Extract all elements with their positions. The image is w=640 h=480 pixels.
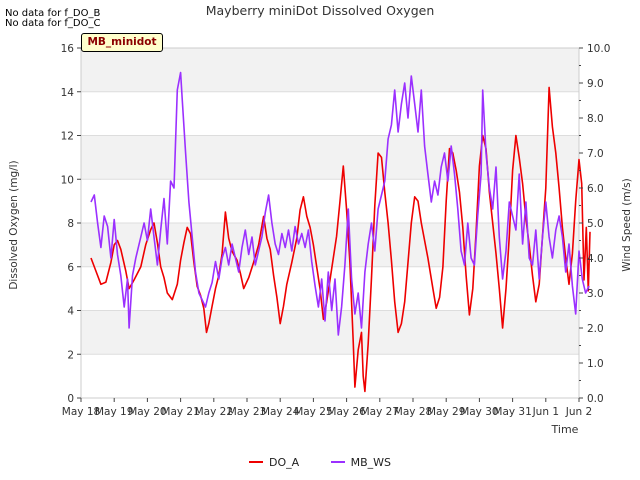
y-tick-label: 8 bbox=[67, 218, 74, 230]
y2-tick-label: 1.0 bbox=[587, 358, 604, 370]
y-tick-label: 0 bbox=[67, 393, 74, 405]
y-tick-label: 6 bbox=[67, 262, 74, 274]
series-line-do-a bbox=[90, 86, 591, 393]
x-tick-label: May 28 bbox=[394, 406, 432, 418]
y2-tick-label: 9.0 bbox=[587, 78, 604, 90]
plot-band bbox=[81, 310, 579, 355]
x-tick-label: May 31 bbox=[493, 406, 531, 418]
y2-tick-label: 7.0 bbox=[587, 148, 604, 160]
y2-tick-label: 0.0 bbox=[587, 393, 604, 405]
legend: DO_A MB_WS bbox=[0, 453, 640, 469]
legend-label-do-a: DO_A bbox=[268, 455, 300, 469]
y-tick-label: 16 bbox=[61, 43, 75, 55]
y2-tick-label: 3.0 bbox=[587, 288, 604, 300]
y-tick-label: 14 bbox=[61, 87, 75, 99]
x-tick-label: May 22 bbox=[195, 406, 233, 418]
x-tick-label: Jun 1 bbox=[532, 406, 559, 418]
y-axis-ticks: 0 2 4 6 8 10 12 14 16 bbox=[61, 43, 81, 405]
x-tick-label: May 26 bbox=[327, 406, 366, 418]
site-label-box: MB_minidot bbox=[81, 33, 163, 52]
y-tick-label: 4 bbox=[67, 306, 74, 318]
x-tick-label: May 21 bbox=[161, 406, 199, 418]
y2-tick-label: 4.0 bbox=[587, 253, 604, 265]
y-tick-label: 10 bbox=[61, 174, 74, 186]
y-tick-label: 12 bbox=[61, 131, 74, 143]
x-tick-label: May 27 bbox=[361, 406, 399, 418]
series-line-mb-ws bbox=[90, 71, 590, 336]
plot-bands bbox=[81, 48, 579, 355]
legend-item-do-a: DO_A bbox=[248, 455, 300, 469]
legend-label-mb-ws: MB_WS bbox=[350, 455, 392, 469]
y-axis-label: Dissolved Oxygen (mg/l) bbox=[8, 160, 20, 289]
x-tick-label: May 23 bbox=[228, 406, 266, 418]
y2-tick-label: 2.0 bbox=[587, 323, 604, 335]
legend-swatch-mb-ws bbox=[330, 461, 345, 463]
legend-swatch-do-a bbox=[248, 461, 263, 463]
y2-axis-label: Wind Speed (m/s) bbox=[621, 178, 633, 271]
x-tick-label: May 30 bbox=[460, 406, 498, 418]
no-data-note-1: No data for f_DO_B bbox=[5, 8, 101, 19]
x-tick-label: May 19 bbox=[95, 406, 133, 418]
plot-band bbox=[81, 135, 579, 180]
legend-item-mb-ws: MB_WS bbox=[330, 455, 392, 469]
x-tick-label: May 25 bbox=[294, 406, 332, 418]
y2-tick-label: 10.0 bbox=[587, 43, 610, 55]
y-tick-label: 2 bbox=[67, 349, 74, 361]
x-tick-label: Jun 2 bbox=[565, 406, 592, 418]
x-tick-label: May 20 bbox=[128, 406, 166, 418]
plot-band bbox=[81, 48, 579, 92]
y2-tick-label: 8.0 bbox=[587, 113, 604, 125]
y2-tick-label: 6.0 bbox=[587, 183, 604, 195]
y2-axis-ticks: 0.0 1.0 2.0 3.0 4.0 5.0 6.0 7.0 8.0 9.0 10.0 bbox=[579, 43, 610, 405]
x-tick-label: May 18 bbox=[62, 406, 100, 418]
chart-title: Mayberry miniDot Dissolved Oxygen bbox=[206, 3, 435, 18]
series-layer bbox=[90, 71, 591, 393]
no-data-note-2: No data for f_DO_C bbox=[5, 18, 101, 29]
x-axis-label: Time bbox=[551, 423, 579, 436]
y2-tick-label: 5.0 bbox=[587, 218, 604, 230]
x-tick-label: May 29 bbox=[427, 406, 465, 418]
x-tick-label: May 24 bbox=[261, 406, 300, 418]
